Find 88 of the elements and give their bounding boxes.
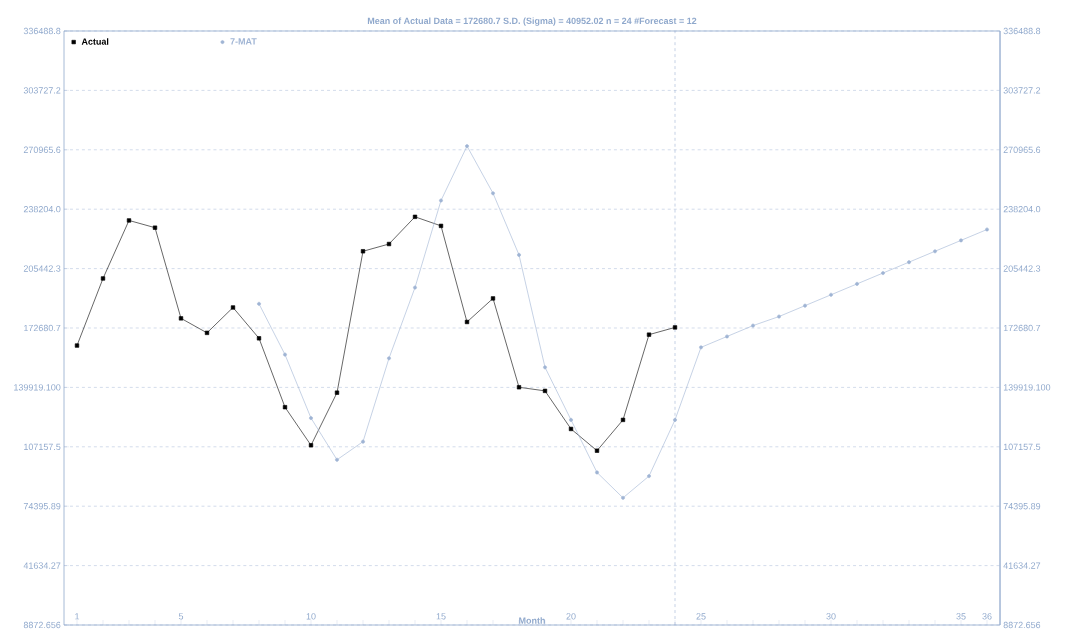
y-tick-label: 205442.3 [23, 265, 61, 272]
point [309, 416, 313, 420]
point [178, 316, 184, 321]
y-tick-label: 74395.89 [23, 503, 61, 510]
point [387, 356, 391, 361]
point [646, 332, 652, 337]
point [413, 285, 417, 290]
point [542, 388, 548, 393]
point [907, 260, 911, 265]
point [100, 276, 106, 281]
point [621, 495, 625, 500]
point [855, 282, 859, 286]
y-tick-label: 139919.100 [14, 384, 61, 391]
point [230, 305, 236, 310]
y2-tick-label: 336488.8 [1003, 27, 1041, 35]
point [620, 417, 626, 422]
point [751, 323, 755, 328]
point [465, 144, 469, 148]
point [74, 343, 80, 348]
point [516, 385, 522, 390]
y2-tick-label: 205442.3 [1003, 265, 1041, 272]
y-tick-label: 107157.5 [24, 443, 61, 450]
y2-tick-label: 238204.0 [1003, 206, 1041, 213]
point [777, 314, 781, 319]
point [829, 292, 833, 297]
point [517, 252, 521, 257]
point [282, 405, 288, 410]
y-tick-label: 172680.7 [24, 324, 61, 332]
y-tick-label: 41634.27 [23, 562, 61, 569]
point [360, 249, 366, 254]
y2-tick-label: 8872.656 [1003, 621, 1041, 629]
point [438, 223, 444, 228]
point [152, 225, 158, 230]
point [361, 439, 365, 444]
y2-tick-label: 172680.7 [1003, 324, 1041, 332]
x-tick-label: 1 [75, 613, 80, 620]
x-tick-label: 15 [436, 613, 446, 620]
y-tick-label: 303727.2 [23, 87, 61, 94]
x-axis-title: Month [519, 617, 545, 624]
point [725, 334, 729, 339]
point [491, 191, 495, 196]
point [985, 227, 989, 232]
y2-tick-label: 139919.100 [1003, 384, 1051, 391]
point [699, 345, 703, 350]
point [803, 303, 807, 308]
point [335, 457, 339, 462]
point [334, 390, 340, 395]
point [569, 417, 573, 422]
point [594, 448, 600, 453]
x-tick-label: 25 [696, 613, 706, 620]
x-tick-label: 35 [956, 613, 966, 620]
point [673, 417, 677, 422]
point [595, 470, 599, 475]
point [959, 238, 963, 243]
x-tick-label: 30 [826, 613, 836, 620]
point [543, 365, 547, 370]
y-tick-label: 238204.0 [23, 206, 61, 213]
point [257, 301, 261, 306]
point [283, 352, 287, 357]
point [490, 296, 496, 301]
point [881, 271, 885, 275]
x-tick-label: 20 [566, 613, 576, 620]
point [204, 330, 210, 335]
point [308, 443, 314, 448]
legend-label: Actual [81, 38, 109, 45]
point [126, 218, 132, 223]
point [464, 319, 470, 325]
point [933, 249, 937, 254]
y2-tick-label: 303727.2 [1003, 87, 1041, 94]
point [386, 241, 392, 247]
y-tick-label: 270965.6 [23, 146, 61, 153]
y2-tick-label: 107157.5 [1003, 443, 1041, 450]
point [672, 325, 678, 330]
y2-tick-label: 74395.89 [1003, 503, 1041, 510]
point [412, 214, 418, 219]
x-tick-label: 5 [178, 613, 184, 620]
x-tick-label: 36 [982, 613, 992, 620]
legend-label: 7-MAT [230, 38, 257, 45]
chart-title: Mean of Actual Data = 172680.7 S.D. (Sigma) = 40952.02 n = 24 #Forecast = 12 [367, 17, 697, 26]
point [647, 474, 651, 478]
point [568, 426, 574, 432]
y-tick-label: 8872.656 [23, 621, 61, 629]
point [256, 336, 262, 341]
x-tick-label: 10 [306, 613, 316, 620]
y2-tick-label: 270965.6 [1003, 146, 1041, 153]
point [439, 198, 443, 203]
y-tick-label: 336488.8 [23, 27, 61, 35]
y2-tick-label: 41634.27 [1003, 562, 1041, 569]
